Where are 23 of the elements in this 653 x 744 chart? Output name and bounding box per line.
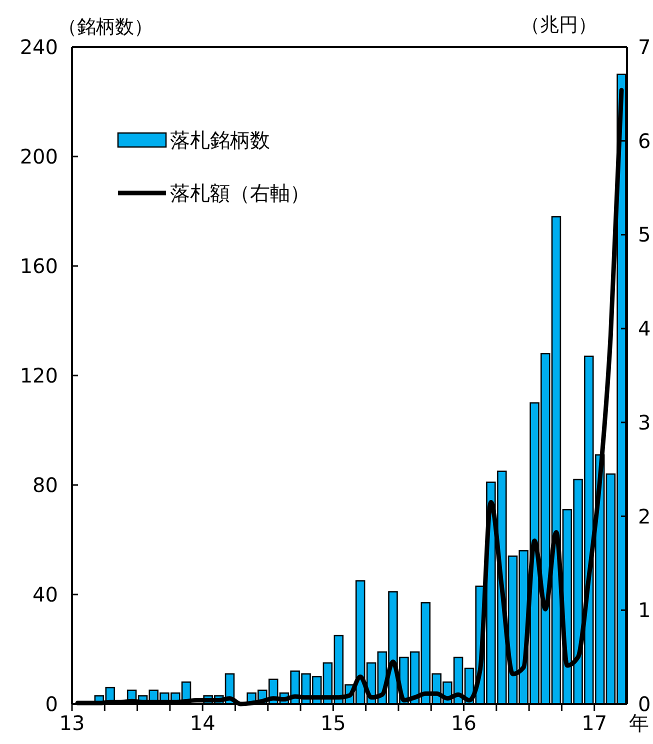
y-tick-label: 40 bbox=[32, 582, 58, 606]
y2-tick-label: 1 bbox=[638, 598, 651, 622]
y2-tick-label: 5 bbox=[638, 222, 651, 247]
y-tick-label: 120 bbox=[20, 364, 58, 388]
y2-tick-label: 4 bbox=[638, 316, 651, 341]
y-axis-title: （銘柄数） bbox=[58, 16, 153, 38]
y2-tick-label: 2 bbox=[638, 504, 651, 528]
x-tick-label: 17 bbox=[582, 711, 608, 735]
x-tick-label: 14 bbox=[190, 711, 216, 735]
x-tick-label: 15 bbox=[320, 711, 346, 735]
y2-tick-label: 3 bbox=[638, 410, 651, 434]
y2-tick-label: 6 bbox=[638, 128, 651, 153]
y-tick-label: 80 bbox=[32, 473, 58, 497]
y-tick-label: 0 bbox=[45, 692, 58, 716]
y2-tick-label: 7 bbox=[638, 35, 651, 59]
y-tick-label: 160 bbox=[20, 254, 58, 278]
legend-label: 落札銘柄数 bbox=[170, 128, 270, 152]
x-tick-label: 16 bbox=[451, 711, 476, 735]
y2-axis-title: （兆円） bbox=[521, 14, 597, 36]
x-tick-label: 13 bbox=[59, 711, 85, 735]
y-tick-label: 200 bbox=[20, 144, 58, 168]
y-tick-label: 240 bbox=[20, 35, 58, 59]
legend-label: 落札額（右軸） bbox=[170, 181, 310, 205]
